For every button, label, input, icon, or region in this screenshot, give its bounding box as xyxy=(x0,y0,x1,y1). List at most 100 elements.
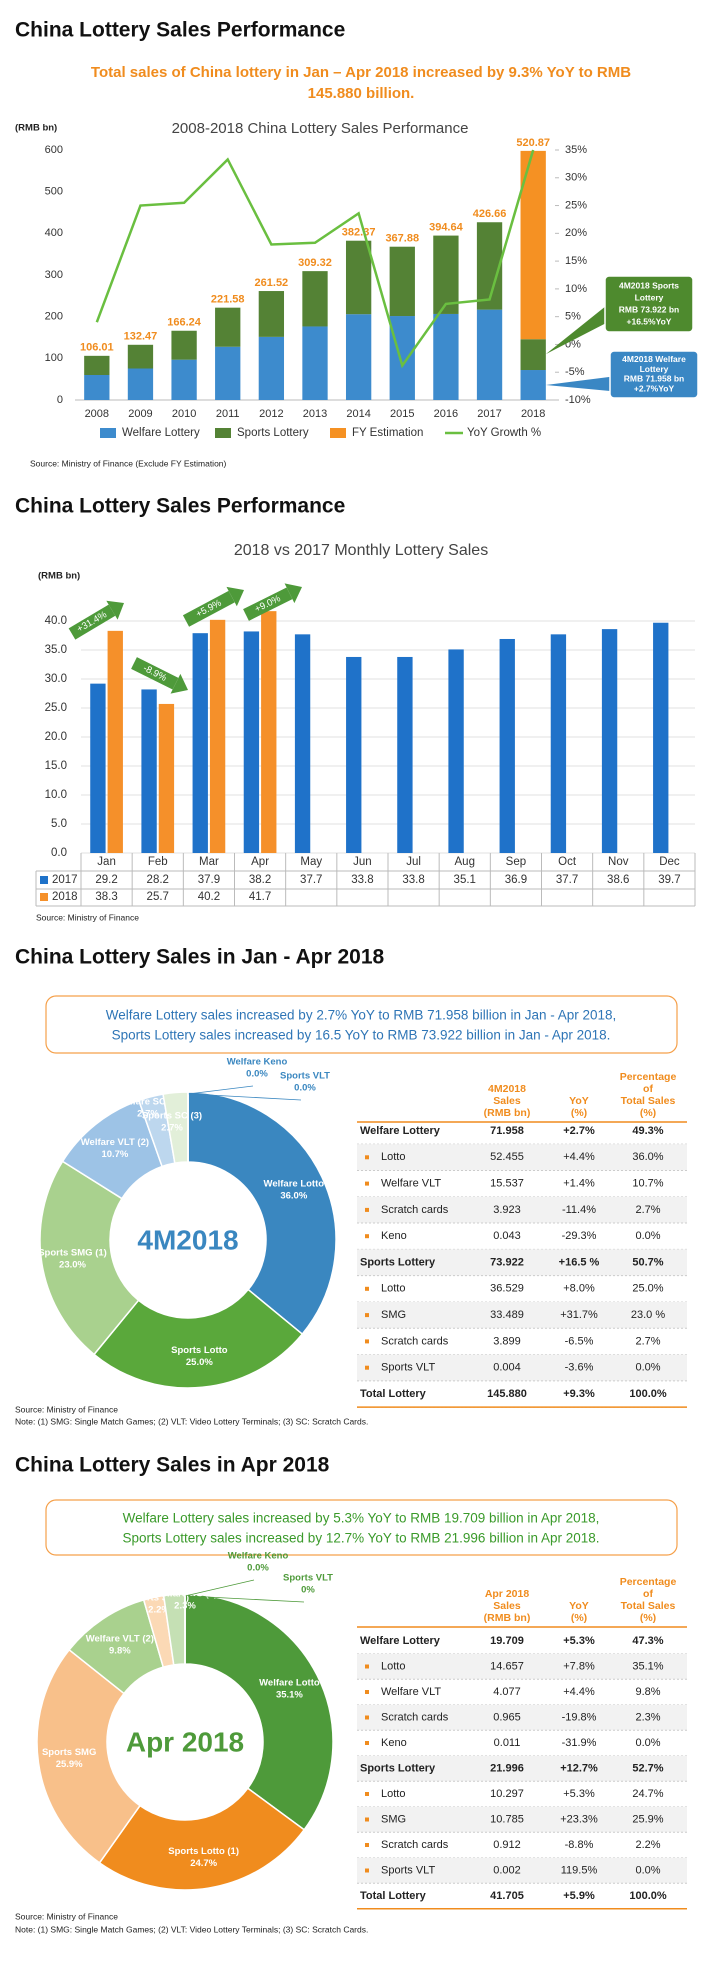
table-cell: Total Lottery xyxy=(360,1890,427,1902)
table-header: of xyxy=(643,1588,653,1600)
table-cell: 52.455 xyxy=(490,1151,524,1163)
donut-label: Sports SC (3) xyxy=(129,1593,189,1604)
legend-swatch xyxy=(100,428,116,438)
table-cell: 0.0% xyxy=(635,1230,660,1242)
y-tick-label: 5.0 xyxy=(51,818,67,830)
row-shade xyxy=(357,1249,687,1276)
row-shade xyxy=(357,1806,687,1833)
highlight: Total sales of China lottery in Jan – Ap… xyxy=(91,64,631,81)
bar-segment xyxy=(215,346,241,400)
table-header: (RMB bn) xyxy=(484,1107,531,1119)
table-cell: Lotto xyxy=(381,1151,405,1163)
y-tick-label: 400 xyxy=(45,227,63,239)
table-cell: Sports Lottery xyxy=(360,1762,436,1774)
total-label: 106.01 xyxy=(80,342,114,354)
y-tick-label: 20.0 xyxy=(45,731,67,743)
table-header: (RMB bn) xyxy=(484,1612,531,1624)
table-cell: Welfare Lottery xyxy=(360,1635,441,1647)
data-table-value: 38.2 xyxy=(249,874,271,886)
bar-segment xyxy=(345,314,372,400)
data-table-value: 37.7 xyxy=(556,874,578,886)
bar xyxy=(243,631,260,853)
data-table-value: 40.2 xyxy=(198,891,220,903)
summary: Sports Lottery sales increased by 16.5 Y… xyxy=(112,1028,611,1043)
table-cell: 145.880 xyxy=(487,1388,527,1400)
y-tick-label: 500 xyxy=(45,186,63,198)
legend-swatch xyxy=(215,428,231,438)
callout-text: RMB 71.958 bn xyxy=(624,374,684,384)
yoy-arrow-head xyxy=(284,583,302,604)
leader-line xyxy=(184,1579,255,1597)
donut-segment xyxy=(93,1288,304,1389)
table-cell: 0.0% xyxy=(635,1737,660,1749)
total-label: 426.66 xyxy=(473,208,507,220)
table-cell: 25.0% xyxy=(632,1283,663,1295)
table-cell: Scratch cards xyxy=(381,1839,449,1851)
table-cell: 2.3% xyxy=(635,1711,660,1723)
table-cell: 71.958 xyxy=(490,1125,524,1137)
total-label: 166.24 xyxy=(167,317,202,329)
bar-segment xyxy=(171,359,197,400)
yoy-label: +5.9% xyxy=(194,597,224,620)
data-table-value: 35.1 xyxy=(454,874,476,886)
yoy-arrow xyxy=(131,657,179,690)
callout-text: 4M2018 Welfare xyxy=(622,354,686,364)
data-table-value: 39.7 xyxy=(658,874,680,886)
yoy-arrow-head xyxy=(106,600,124,620)
callout-pointer xyxy=(545,306,605,355)
table-cell: 10.7% xyxy=(632,1178,663,1190)
table-header: (%) xyxy=(571,1107,587,1119)
x-tick-label: 2014 xyxy=(346,408,370,420)
table-cell: 3.923 xyxy=(493,1204,521,1216)
y-tick-label: 30.0 xyxy=(45,673,67,685)
table-cell: 0.0% xyxy=(635,1864,660,1876)
x-tick-label: Sep xyxy=(506,856,526,868)
x-tick-label: 2012 xyxy=(259,408,283,420)
data-table-value: 37.9 xyxy=(198,874,220,886)
summary-box xyxy=(45,1499,678,1556)
donut-label: Sports SMG (1) xyxy=(38,1247,107,1258)
donut-center: 4M2018 xyxy=(137,1224,238,1255)
row-shade xyxy=(357,1301,687,1329)
data-table-value: 33.8 xyxy=(402,874,424,886)
table-cell: 24.7% xyxy=(632,1788,663,1800)
table-cell: SMG xyxy=(381,1813,406,1825)
donut-segment xyxy=(39,1160,140,1356)
x-tick-label: 2011 xyxy=(216,408,240,420)
donut-value-label: 2.7% xyxy=(161,1123,183,1134)
table-cell: 41.705 xyxy=(490,1890,524,1902)
bar xyxy=(550,634,567,853)
table-cell: Total Lottery xyxy=(360,1388,427,1400)
bar xyxy=(209,619,226,853)
y2-tick-label: 30% xyxy=(565,172,587,184)
bar xyxy=(294,634,311,853)
bullet xyxy=(365,1339,369,1344)
data-table-value: 41.7 xyxy=(249,891,271,903)
bar-segment xyxy=(389,246,415,317)
y-tick-label: 0.0 xyxy=(51,847,67,859)
table-cell: Keno xyxy=(381,1737,407,1749)
callout-box xyxy=(609,350,699,399)
table-cell: 50.7% xyxy=(632,1256,663,1268)
bar-segment xyxy=(127,368,154,400)
bar-segment xyxy=(520,339,546,371)
leader-line xyxy=(190,1093,302,1101)
yoy-arrow-head xyxy=(226,586,244,607)
bar xyxy=(107,630,123,853)
row-shade xyxy=(357,1704,687,1731)
source: Source: Ministry of Finance xyxy=(15,1911,118,1921)
bar xyxy=(90,683,106,853)
donut-value-label: 24.7% xyxy=(190,1858,217,1869)
y-axis-label: (RMB bn) xyxy=(15,123,57,134)
highlight: 145.880 billion. xyxy=(308,85,415,102)
section-heading: China Lottery Sales in Jan - Apr 2018 xyxy=(15,946,384,969)
note: Note: (1) SMG: Single Match Games; (2) V… xyxy=(15,1924,368,1934)
x-tick-label: Apr xyxy=(251,856,269,868)
donut-label: Welfare SC (3) xyxy=(116,1097,180,1108)
table-cell: +5.3% xyxy=(563,1635,595,1647)
table-cell: 2.2% xyxy=(635,1839,660,1851)
donut-label: Welfare Keno xyxy=(228,1551,289,1562)
table-header: Sales xyxy=(493,1600,521,1612)
summary-box xyxy=(45,995,678,1054)
bullet xyxy=(365,1792,369,1796)
